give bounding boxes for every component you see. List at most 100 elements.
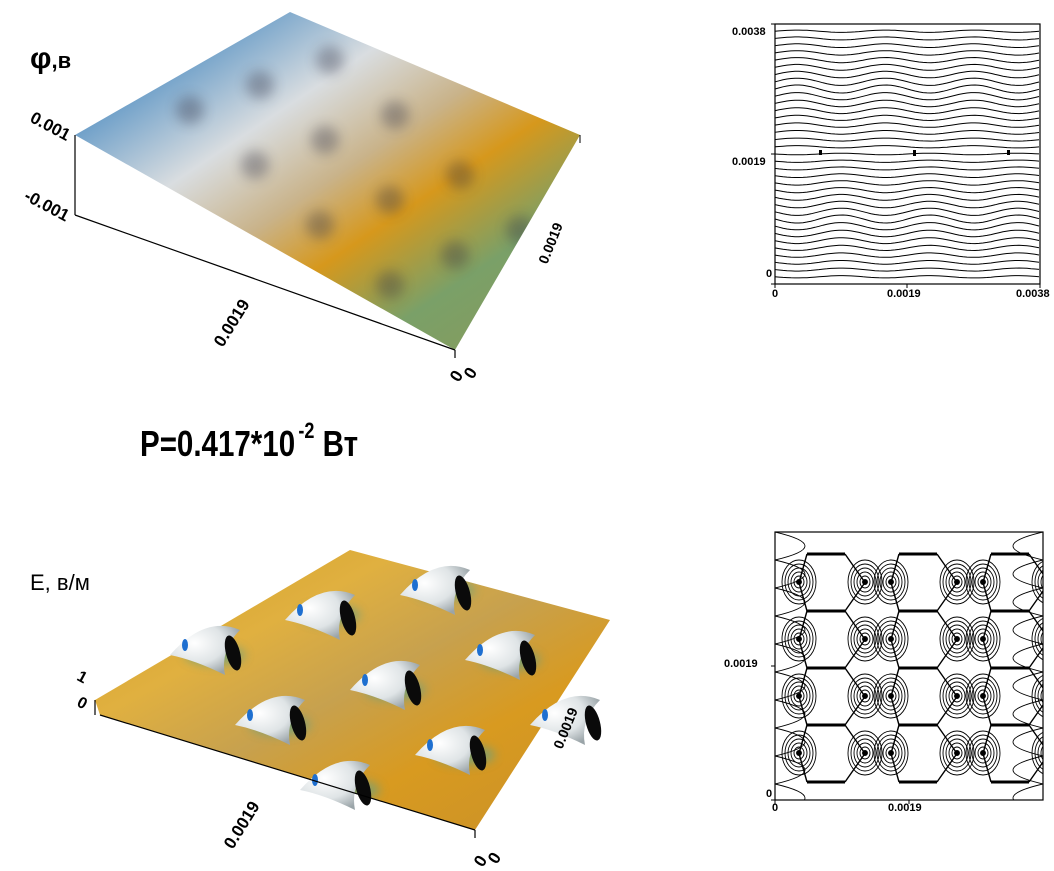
node-contour — [856, 685, 874, 707]
potential-contour-svg — [771, 23, 1041, 288]
lattice-edge — [890, 582, 900, 612]
node-contour — [885, 575, 897, 589]
node-contour — [939, 559, 975, 605]
node-contour — [856, 628, 874, 650]
contour-line — [774, 207, 1040, 216]
field-ridge — [400, 565, 470, 615]
potential-contour-y-tick-mid: 0.0019 — [732, 156, 766, 168]
lattice-edge — [890, 696, 900, 726]
node-contour — [847, 673, 883, 719]
contour-line — [774, 275, 1040, 279]
lattice-edge — [982, 696, 992, 726]
node-contour — [965, 559, 1001, 605]
potential-z-symbol: φ — [30, 42, 52, 75]
lattice-edge — [982, 724, 992, 754]
power-caption: P=0.417*10 -2 Вт — [140, 418, 358, 465]
node-contour — [1044, 633, 1054, 645]
lattice-edge — [1028, 553, 1043, 576]
lattice-edge — [844, 667, 866, 697]
node-contour — [885, 689, 897, 703]
node-contour — [965, 616, 1001, 662]
lattice-edge — [844, 639, 866, 669]
node-contour — [787, 624, 811, 654]
node-contour — [1044, 747, 1054, 759]
node-contour — [793, 689, 805, 703]
lattice-edge — [844, 753, 866, 783]
potential-contour-y-tick-zero: 0 — [766, 268, 773, 280]
contour-arc — [1012, 559, 1043, 589]
contour-line — [774, 193, 1040, 201]
lattice-edge — [936, 553, 958, 583]
potential-contour-x-tick-end: 0.0038 — [1016, 288, 1050, 300]
node-contour — [859, 689, 871, 703]
field-surface-svg — [94, 550, 610, 838]
node-contour — [787, 738, 811, 768]
node-contour — [1044, 690, 1054, 702]
lattice-edge — [1028, 724, 1043, 747]
node-contour — [847, 559, 883, 605]
node-contour — [790, 571, 808, 593]
field-ridge — [415, 725, 485, 775]
lattice-edge — [890, 753, 900, 783]
field-contour-y-tick-mid: 0.0019 — [724, 658, 758, 670]
lattice-edge — [936, 610, 958, 640]
node-contour — [856, 742, 874, 764]
node-contour — [784, 677, 814, 715]
contour-line — [774, 173, 1040, 178]
field-ridge — [350, 660, 420, 710]
node-contour — [1034, 679, 1043, 713]
node-contour — [873, 616, 909, 662]
contour-line — [774, 50, 1040, 56]
lattice-edge — [982, 553, 992, 583]
node-contour — [1034, 565, 1043, 599]
node-contour — [948, 685, 966, 707]
node-contour — [781, 616, 817, 662]
node-contour — [1040, 631, 1043, 647]
node-contour — [879, 567, 903, 597]
node-contour — [850, 734, 880, 772]
contour-arc — [1012, 532, 1043, 561]
node-contour — [853, 738, 877, 768]
node-contour — [1031, 617, 1043, 661]
field-peak — [519, 640, 537, 676]
field-blue-spot — [297, 604, 303, 616]
contour-line — [774, 186, 1040, 194]
field-contour-lines — [775, 532, 1054, 800]
node-contour — [784, 563, 814, 601]
contour-arc — [775, 671, 806, 701]
node-contour — [793, 575, 805, 589]
node-contour — [781, 673, 817, 719]
field-peak — [224, 635, 242, 671]
node-contour — [850, 563, 880, 601]
field-peak — [289, 705, 307, 741]
node-contour — [882, 685, 900, 707]
node-contour — [945, 567, 969, 597]
contour-arc — [1012, 727, 1043, 757]
lattice-edge — [936, 667, 958, 697]
lattice-edge — [982, 639, 992, 669]
field-ridge — [530, 695, 600, 745]
contour-line — [774, 137, 1040, 142]
node-contour — [977, 632, 989, 646]
potential-cell-shading — [176, 46, 534, 299]
node-contour — [971, 567, 995, 597]
lattice-edge — [1028, 610, 1043, 633]
node-contour — [974, 742, 992, 764]
node-contour — [876, 620, 906, 658]
contour-line — [774, 107, 1040, 115]
node-contour — [977, 746, 989, 760]
contour-arc — [775, 532, 806, 561]
contour-line — [774, 29, 1040, 33]
lattice-edge — [1028, 646, 1043, 669]
contour-line — [774, 114, 1040, 122]
node-contour — [977, 689, 989, 703]
contour-line — [774, 159, 1040, 163]
lattice-edge — [936, 753, 958, 783]
node-contour — [873, 559, 909, 605]
lattice-edge — [936, 582, 958, 612]
contour-line — [774, 166, 1040, 171]
contour-line — [774, 84, 1040, 94]
node-contour — [850, 620, 880, 658]
lattice-edge — [844, 696, 866, 726]
node-contour — [968, 677, 998, 715]
